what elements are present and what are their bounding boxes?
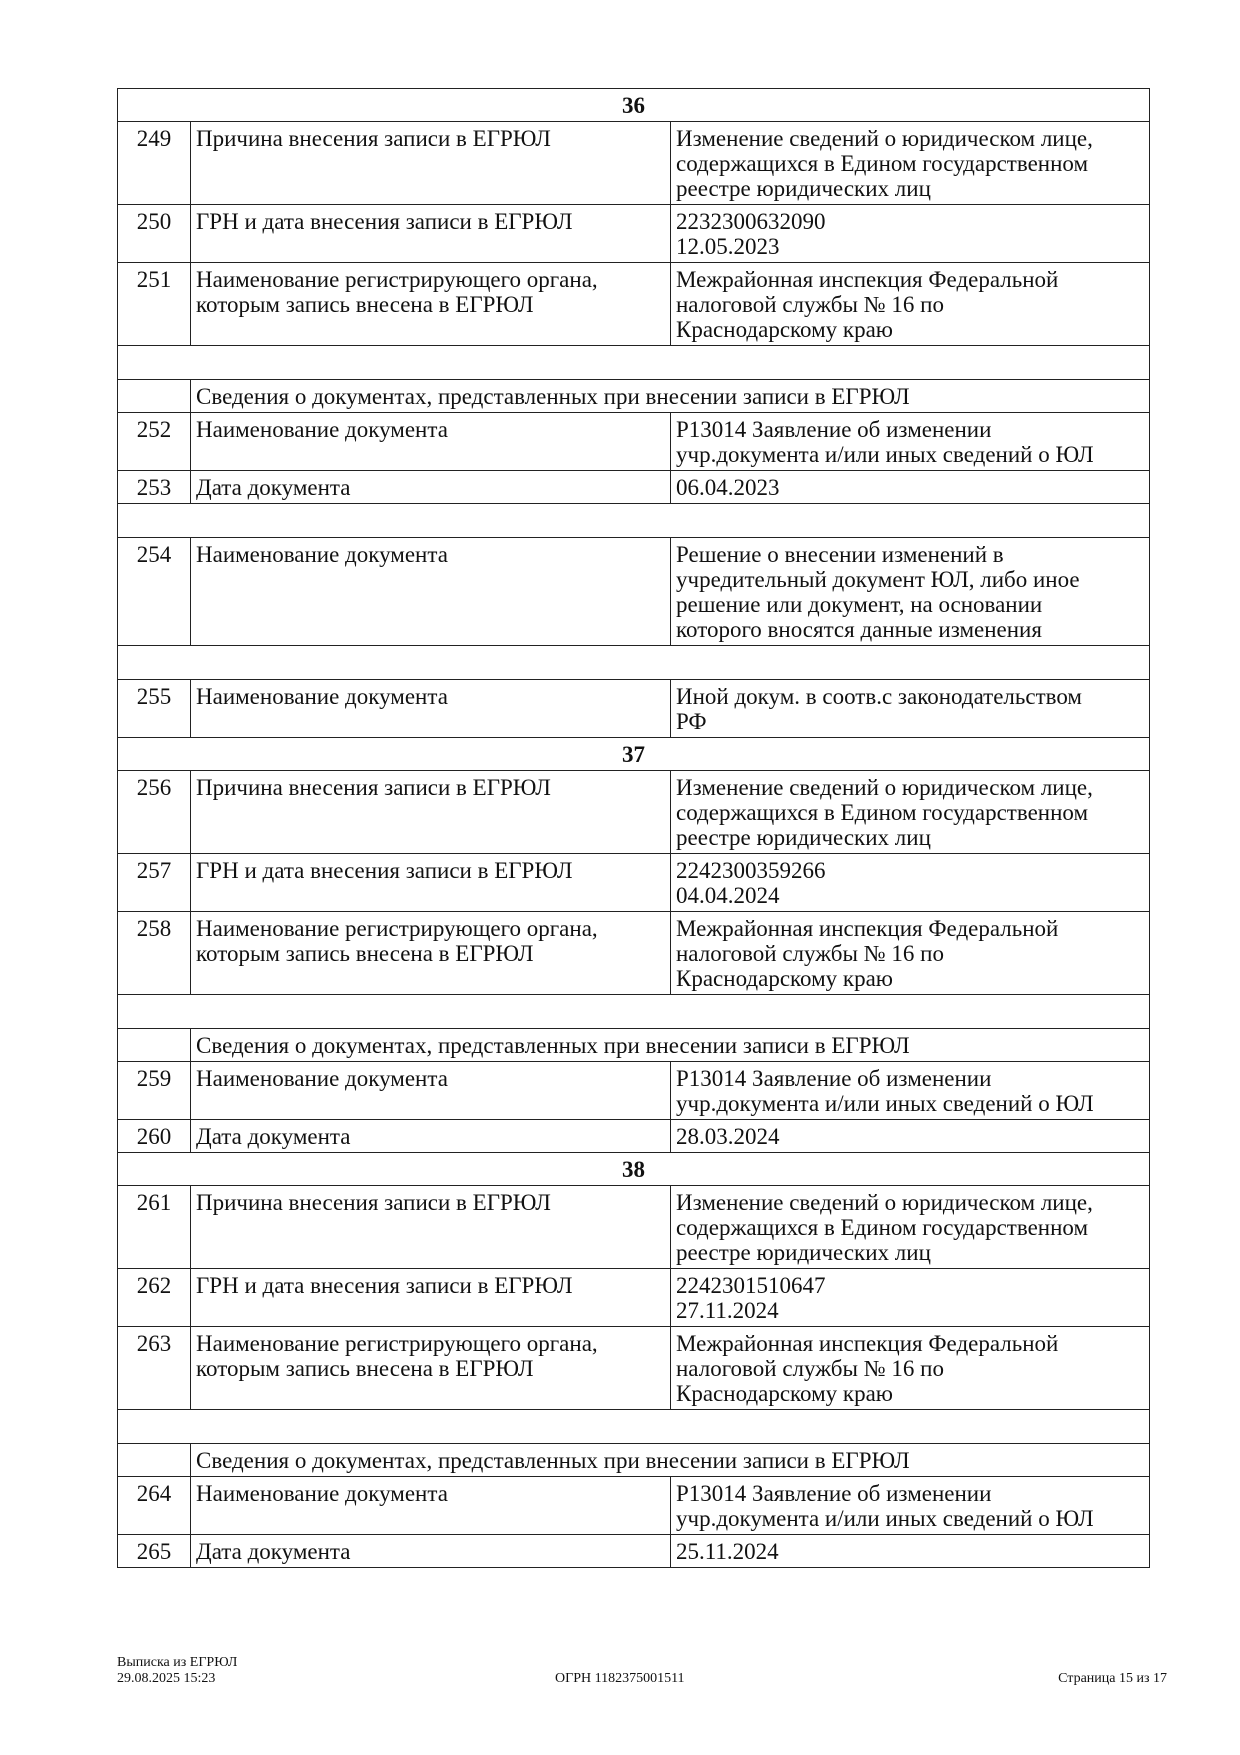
row-number: 252 [117,412,191,471]
subsection-header: Сведения о документах, представленных пр… [117,1443,1151,1477]
row-label: ГРН и дата внесения записи в ЕГРЮЛ [190,853,671,912]
row-number: 251 [117,262,191,346]
empty-cell [116,645,1151,680]
table-row: 258 Наименование регистрирующего органа, … [117,911,1151,995]
table-row: 251 Наименование регистрирующего органа, … [117,262,1151,346]
table-row: 257 ГРН и дата внесения записи в ЕГРЮЛ 224… [117,853,1151,912]
section-header: 37 [116,737,1151,771]
row-label: Причина внесения записи в ЕГРЮЛ [190,121,671,205]
section-header: 36 [116,88,1151,122]
table-row: 252 Наименование документа Р13014 Заявлени… [117,412,1151,471]
row-label: Дата документа [190,1119,671,1153]
row-number: 262 [117,1268,191,1327]
row-number: 264 [117,1476,191,1535]
row-number: 259 [117,1061,191,1120]
empty-num-cell [117,379,191,413]
table-row: 254 Наименование документа Решение о внесе… [117,537,1151,646]
row-label: Наименование документа [190,679,671,738]
row-value: 06.04.2023 [669,470,1151,504]
row-number: 250 [117,204,191,263]
empty-row [116,994,1151,1029]
row-label: Наименование документа [190,1476,671,1535]
empty-cell [116,1409,1151,1444]
row-label: ГРН и дата внесения записи в ЕГРЮЛ [190,1268,671,1327]
row-label: Наименование документа [190,1061,671,1120]
subsection-header: Сведения о документах, представленных пр… [117,379,1151,413]
row-value: 25.11.2024 [669,1534,1151,1568]
subsection-header: Сведения о документах, представленных пр… [117,1028,1151,1062]
table-row: 261 Причина внесения записи в ЕГРЮЛ Измене… [117,1185,1151,1269]
footer-doc-title: Выписка из ЕГРЮЛ [117,1655,238,1670]
table-row: 259 Наименование документа Р13014 Заявлени… [117,1061,1151,1120]
row-number: 265 [117,1534,191,1568]
row-number: 255 [117,679,191,738]
empty-row [116,645,1151,680]
row-value: 2242300359266 04.04.2024 [669,853,1151,912]
footer-ogrn: ОГРН 1182375001511 [555,1671,685,1686]
empty-num-cell [117,1443,191,1477]
row-value: Р13014 Заявление об изменении учр.докуме… [669,1061,1151,1120]
row-number: 254 [117,537,191,646]
row-value: Изменение сведений о юридическом лице, с… [669,121,1151,205]
empty-cell [116,503,1151,538]
footer-left: Выписка из ЕГРЮЛ 29.08.2025 15:23 [117,1655,237,1687]
empty-cell [116,345,1151,380]
empty-row [116,345,1151,380]
row-value: 28.03.2024 [669,1119,1151,1153]
row-number: 249 [117,121,191,205]
subsection-title: Сведения о документах, представленных пр… [189,379,1151,413]
section-header: 38 [116,1152,1151,1186]
row-value: Р13014 Заявление об изменении учр.докуме… [669,412,1151,471]
row-label: Причина внесения записи в ЕГРЮЛ [190,1185,671,1269]
table-row: 249 Причина внесения записи в ЕГРЮЛ Измене… [117,121,1151,205]
section-number: 38 [116,1152,1151,1186]
row-label: Наименование регистрирующего органа, кот… [190,911,671,995]
subsection-title: Сведения о документах, представленных пр… [189,1443,1151,1477]
table-row: 264 Наименование документа Р13014 Заявлени… [117,1476,1151,1535]
table-row: 262 ГРН и дата внесения записи в ЕГРЮЛ 224… [117,1268,1151,1327]
table-row: 265 Дата документа 25.11.2024 [117,1534,1151,1568]
row-value: Межрайонная инспекция Федеральной налого… [669,262,1151,346]
empty-row [116,1409,1151,1444]
section-number: 37 [116,737,1151,771]
empty-row [116,503,1151,538]
row-value: 2242301510647 27.11.2024 [669,1268,1151,1327]
row-label: Наименование регистрирующего органа, кот… [190,1326,671,1410]
row-label: Наименование документа [190,412,671,471]
table-row: 256 Причина внесения записи в ЕГРЮЛ Измене… [117,770,1151,854]
empty-num-cell [117,1028,191,1062]
row-value: Иной докум. в соотв.с законодательством … [669,679,1151,738]
row-value: Межрайонная инспекция Федеральной налого… [669,1326,1151,1410]
footer-datetime: 29.08.2025 15:23 [117,1671,216,1686]
subsection-title: Сведения о документах, представленных пр… [189,1028,1151,1062]
row-number: 258 [117,911,191,995]
table-row: 253 Дата документа 06.04.2023 [117,470,1151,504]
row-number: 256 [117,770,191,854]
row-value: Изменение сведений о юридическом лице, с… [669,1185,1151,1269]
row-number: 260 [117,1119,191,1153]
row-label: Наименование регистрирующего органа, кот… [190,262,671,346]
row-label: Причина внесения записи в ЕГРЮЛ [190,770,671,854]
table-row: 250 ГРН и дата внесения записи в ЕГРЮЛ 223… [117,204,1151,263]
footer-page-number: Страница 15 из 17 [1058,1671,1167,1686]
row-value: Р13014 Заявление об изменении учр.докуме… [669,1476,1151,1535]
empty-cell [116,994,1151,1029]
table-row: 260 Дата документа 28.03.2024 [117,1119,1151,1153]
row-value: 2232300632090 12.05.2023 [669,204,1151,263]
row-value: Решение о внесении изменений в учредител… [669,537,1151,646]
row-number: 263 [117,1326,191,1410]
table-row: 263 Наименование регистрирующего органа, … [117,1326,1151,1410]
row-number: 261 [117,1185,191,1269]
row-label: Наименование документа [190,537,671,646]
row-number: 253 [117,470,191,504]
row-number: 257 [117,853,191,912]
row-label: Дата документа [190,1534,671,1568]
row-value: Межрайонная инспекция Федеральной налого… [669,911,1151,995]
row-label: Дата документа [190,470,671,504]
table-row: 255 Наименование документа Иной докум. в с… [117,679,1151,738]
section-number: 36 [116,88,1151,122]
row-label: ГРН и дата внесения записи в ЕГРЮЛ [190,204,671,263]
row-value: Изменение сведений о юридическом лице, с… [669,770,1151,854]
egrul-records-table: 36 249 Причина внесения записи в ЕГРЮЛ Изме… [116,88,1151,1568]
